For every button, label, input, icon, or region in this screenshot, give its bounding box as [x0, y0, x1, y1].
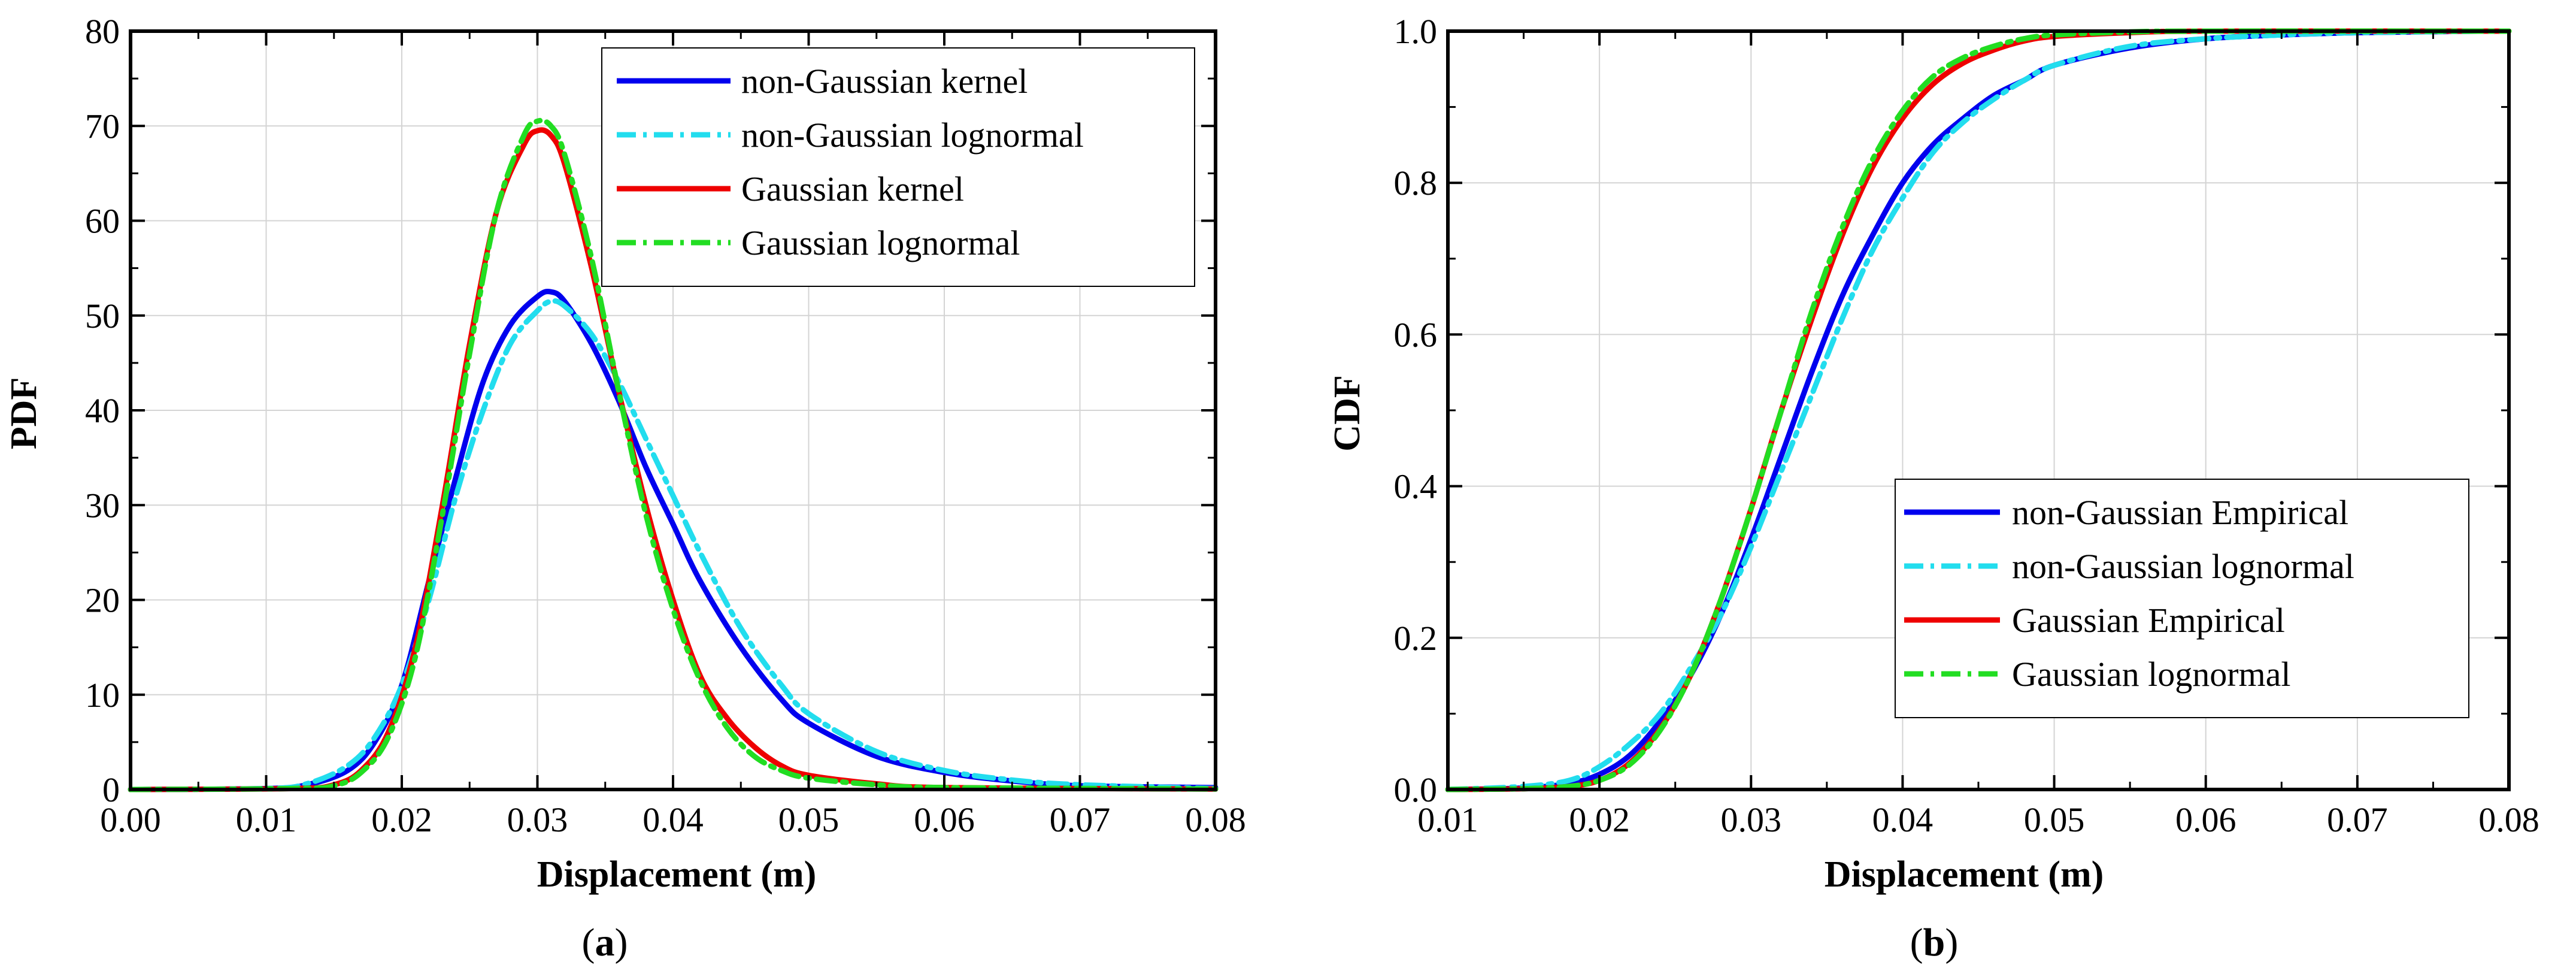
panel-b-y-tick-label: 0.6 — [1394, 315, 1438, 354]
panel-a-legend-label-gaussian-kernel: Gaussian kernel — [741, 170, 964, 208]
panel-a-curves — [128, 117, 1219, 792]
panel-b-y-tick-label: 1.0 — [1394, 12, 1438, 51]
panel-a-x-axis-label: Displacement (m) — [537, 854, 817, 895]
panel-b-label-close-paren: ) — [1945, 921, 1958, 964]
panel-a-pdf-chart: 0.00 0.01 0.02 0.03 0.04 0.05 0.06 0.07 0.08 0 10 2… — [4, 12, 1246, 964]
panel-a-label: (a) — [582, 921, 628, 964]
panel-a-legend-label-non-gaussian-lognormal: non-Gaussian lognormal — [741, 116, 1084, 155]
panel-a-label-letter: a — [595, 921, 615, 964]
panel-a-x-tick-label: 0.04 — [643, 800, 704, 839]
panel-b-y-axis-label: CDF — [1327, 375, 1368, 451]
panel-a-label-open-paren: ( — [582, 921, 595, 964]
panel-a-x-tick-label: 0.02 — [371, 800, 432, 839]
panel-a-x-tick-label: 0.03 — [507, 800, 568, 839]
panel-b-curves — [1445, 28, 2512, 792]
panel-a-y-tick-label: 80 — [85, 12, 120, 51]
panel-b-legend-label-gaussian-empirical: Gaussian Empirical — [2012, 601, 2285, 640]
panel-a-legend: non-Gaussian kernel non-Gaussian lognorma… — [601, 47, 1195, 287]
panel-a-y-tick-label: 20 — [85, 581, 120, 620]
panel-a-y-tick-label: 30 — [85, 486, 120, 525]
panel-a-y-tick-label: 60 — [85, 202, 120, 241]
panel-b-legend-label-non-gaussian-empirical: non-Gaussian Empirical — [2012, 493, 2348, 532]
panel-a-x-tick-label: 0.05 — [778, 800, 840, 839]
panel-b-x-tick-label: 0.01 — [1417, 800, 1478, 839]
panel-a-label-close-paren: ) — [615, 921, 628, 964]
panel-a-y-tick-label: 40 — [85, 391, 120, 430]
panel-a-legend-label-non-gaussian-kernel: non-Gaussian kernel — [741, 62, 1028, 101]
panel-b-ticks: 0.01 0.02 0.03 0.04 0.05 0.06 0.07 0.08 0.0 0.2 0.… — [1394, 12, 2539, 839]
panel-b-series-non-gaussian-lognormal — [1445, 28, 2481, 792]
panel-b-x-axis-label: Displacement (m) — [1825, 854, 2104, 895]
panel-b-x-tick-label: 0.05 — [2024, 800, 2085, 839]
panel-a-y-tick-label: 70 — [85, 107, 120, 146]
panel-b-series-gaussian-lognormal — [1445, 28, 2512, 792]
panel-b-y-tick-label: 0.2 — [1394, 619, 1438, 658]
panel-b-y-tick-label: 0.0 — [1394, 770, 1438, 809]
panel-b-x-tick-label: 0.06 — [2175, 800, 2236, 839]
panel-b-y-tick-label: 0.4 — [1394, 467, 1438, 506]
panel-a-series-non-gaussian-lognormal — [128, 298, 1219, 792]
panel-a-x-tick-label: 0.01 — [236, 800, 297, 839]
panel-a-y-tick-label: 50 — [85, 297, 120, 335]
panel-b-legend: non-Gaussian Empirical non-Gaussian logno… — [1895, 479, 2469, 718]
panel-b-legend-box — [1895, 479, 2469, 718]
panel-b-x-tick-label: 0.08 — [2478, 800, 2539, 839]
panel-b-x-tick-label: 0.04 — [1872, 800, 1933, 839]
panel-b-label-open-paren: ( — [1910, 921, 1923, 964]
panel-a-y-axis-label: PDF — [4, 377, 44, 450]
panel-a-x-tick-label: 0.00 — [100, 800, 161, 839]
panel-b-label-letter: b — [1923, 921, 1945, 964]
panel-a-legend-label-gaussian-lognormal: Gaussian lognormal — [741, 223, 1020, 262]
panel-a-series-gaussian-lognormal — [128, 117, 1219, 792]
panel-b-legend-label-non-gaussian-lognormal: non-Gaussian lognormal — [2012, 547, 2354, 586]
panel-a-x-tick-label: 0.08 — [1185, 800, 1246, 839]
panel-a-ticks: 0.00 0.01 0.02 0.03 0.04 0.05 0.06 0.07 0.08 0 10 2… — [85, 12, 1246, 839]
panel-b-x-tick-label: 0.03 — [1721, 800, 1782, 839]
panel-b-y-tick-label: 0.8 — [1394, 164, 1438, 202]
panel-b-x-tick-label: 0.02 — [1569, 800, 1630, 839]
panel-b-x-tick-label: 0.07 — [2327, 800, 2388, 839]
panel-a-y-tick-label: 0 — [102, 770, 120, 809]
panel-a-legend-box — [601, 47, 1195, 287]
panel-b-label: (b) — [1910, 921, 1959, 964]
panel-b-cdf-chart: 0.01 0.02 0.03 0.04 0.05 0.06 0.07 0.08 0.0 0.2 0.… — [1327, 12, 2539, 964]
panel-a-x-tick-label: 0.07 — [1050, 800, 1111, 839]
panel-a-x-tick-label: 0.06 — [914, 800, 975, 839]
panel-a-y-tick-label: 10 — [85, 676, 120, 715]
panel-b-legend-label-gaussian-lognormal: Gaussian lognormal — [2012, 655, 2291, 694]
